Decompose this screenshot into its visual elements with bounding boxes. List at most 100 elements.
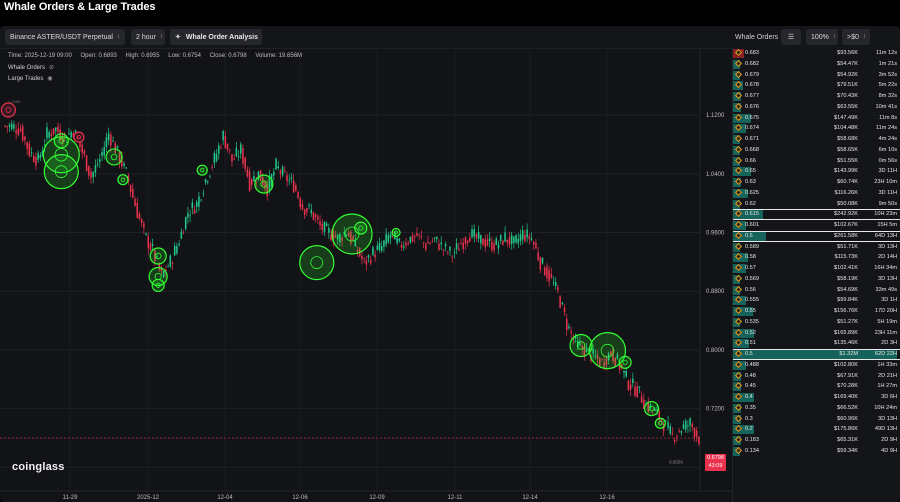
order-book-row[interactable]: 0.51 $135.46K 2D 3H: [733, 338, 900, 349]
whale-order-analysis-button[interactable]: ✦ Whale Order Analysis: [170, 29, 262, 45]
order-book-row[interactable]: 0.65 $143.99K 3D 11H: [733, 166, 900, 177]
candle-body: [290, 177, 293, 179]
order-book-row[interactable]: 0.676 $63.55K 10m 41s: [733, 102, 900, 113]
order-book-row[interactable]: 0.677 $70.43K 8m 32s: [733, 91, 900, 102]
candle-body: [182, 232, 185, 234]
x-tick-label: 12-11: [448, 495, 464, 501]
order-book-row[interactable]: 0.615 $242.92K 10H 23m: [733, 209, 900, 220]
order-amount: $169.40K: [834, 394, 858, 400]
candle-body: [486, 239, 489, 246]
order-book-row[interactable]: 0.488 $102.80K 1H 33m: [733, 360, 900, 371]
candle-body: [565, 318, 568, 331]
candle-body: [277, 166, 279, 168]
whale-orders-panel: Binance ASTER/USDT Perpetual ↕ 2 hour ↕ …: [0, 26, 900, 502]
order-book-row[interactable]: 0.5 $1.32M 62D 22H: [733, 349, 900, 360]
order-book-row[interactable]: 0.57 $102.41K 16H 34m: [733, 263, 900, 274]
candle-body: [616, 354, 619, 359]
order-book-row[interactable]: 0.668 $58.65K 6m 10s: [733, 145, 900, 156]
settings-sliders-icon[interactable]: ☰: [781, 29, 801, 45]
order-price: 0.678: [745, 82, 759, 89]
candle-body: [610, 351, 612, 356]
amount-bar: [733, 393, 755, 402]
interval-selector[interactable]: 2 hour ↕: [131, 29, 165, 45]
order-book-row[interactable]: 0.56 $54.69K 33m 49s: [733, 285, 900, 296]
order-age: 2D 21H: [878, 372, 897, 379]
order-book-row[interactable]: 0.675 $147.49K 11m 8s: [733, 113, 900, 124]
order-book-row[interactable]: 0.683 $93.56K 11m 12s: [733, 48, 900, 59]
order-age: 3D 1H: [881, 297, 897, 304]
order-book-row[interactable]: 0.45 $70.28K 1H 27m: [733, 381, 900, 392]
order-amount: $261.58K: [834, 232, 858, 239]
order-book-row[interactable]: 0.678 $79.51K 5m 22s: [733, 80, 900, 91]
candle-body: [603, 362, 605, 368]
order-book-row[interactable]: 0.589 $51.71K 3D 13H: [733, 242, 900, 253]
legend-large-trades[interactable]: Large Trades ◉: [8, 75, 53, 83]
candle-body: [156, 256, 158, 258]
order-book-row[interactable]: 0.569 $58.19K 3D 13H: [733, 274, 900, 285]
candle-body: [400, 244, 403, 248]
candle-body: [61, 136, 64, 144]
candle-body: [411, 235, 414, 242]
candle-body: [513, 236, 515, 243]
order-book-row[interactable]: 0.671 $58.68K 4m 24s: [733, 134, 900, 145]
large-trade-bubble: [149, 247, 167, 265]
candle-body: [352, 236, 354, 241]
order-book-row[interactable]: 0.63 $60.74K 23H 10m: [733, 177, 900, 188]
candle-body: [543, 267, 546, 276]
order-book-row[interactable]: 0.674 $104.48K 11m 24s: [733, 123, 900, 134]
min-value-selector[interactable]: >$0 ↕: [842, 29, 870, 45]
candle-body: [488, 238, 491, 242]
order-book-row[interactable]: 0.134 $59.34K 4D 9H: [733, 446, 900, 457]
order-book-row[interactable]: 0.62 $50.08K 9m 50s: [733, 199, 900, 210]
order-book-row[interactable]: 0.679 $54.92K 3m 52s: [733, 70, 900, 81]
zoom-selector[interactable]: 100% ↕: [806, 29, 838, 45]
order-amount: $54.92K: [837, 71, 858, 78]
candle-body: [74, 130, 77, 133]
order-book-row[interactable]: 0.35 $66.52K 10H 24m: [733, 403, 900, 414]
candlestick-chart[interactable]: 1.12001.04000.96000.88000.80000.72000.64…: [0, 49, 732, 502]
order-book-row[interactable]: 0.48 $67.91K 2D 21H: [733, 371, 900, 382]
candle-body: [103, 147, 105, 156]
order-price: 0.63: [745, 179, 756, 185]
candle-body: [319, 221, 321, 226]
order-book-row[interactable]: 0.52 $165.89K 23H 11m: [733, 328, 900, 339]
legend-whale-orders[interactable]: Whale Orders ⊘: [8, 64, 55, 72]
candle-body: [689, 418, 691, 426]
price-chart[interactable]: 1.12001.04000.96000.88000.80000.72000.64…: [0, 48, 732, 502]
candle-body: [195, 201, 198, 207]
candle-body: [361, 255, 363, 260]
order-book-row[interactable]: 0.4 $169.40K 3D 6H: [733, 392, 900, 403]
order-book-row[interactable]: 0.601 $102.67K 15H 5m: [733, 220, 900, 231]
symbol-selector[interactable]: Binance ASTER/USDT Perpetual ↕: [5, 29, 125, 45]
candle-body: [235, 147, 238, 156]
order-book-row[interactable]: 0.6 $261.58K 64D 13H: [733, 231, 900, 242]
order-age: 16H 34m: [874, 265, 897, 271]
order-book-row[interactable]: 0.2 $175.86K 49D 13H: [733, 424, 900, 435]
candle-body: [506, 239, 509, 243]
candle-body: [409, 236, 412, 243]
candle-body: [105, 137, 108, 148]
order-book-row[interactable]: 0.183 $65.31K 2D 9H: [733, 435, 900, 446]
order-age: 11m 8s: [879, 114, 897, 121]
order-book-row[interactable]: 0.66 $51.55K 0m 56s: [733, 156, 900, 167]
order-book-row[interactable]: 0.55 $156.76K 17D 20H: [733, 306, 900, 317]
eye-off-icon[interactable]: ⊘: [49, 65, 55, 71]
candle-body: [519, 234, 522, 242]
order-age: 5H 19m: [877, 318, 897, 325]
candle-body: [257, 171, 260, 180]
order-price: 0.3: [745, 415, 753, 422]
candle-body: [347, 232, 350, 237]
order-age: 33m 49s: [875, 286, 897, 293]
order-book-row[interactable]: 0.3 $60.96K 3D 13H: [733, 414, 900, 425]
order-price: 0.58: [745, 254, 756, 261]
eye-icon[interactable]: ◉: [47, 76, 53, 82]
candle-body: [176, 245, 178, 254]
order-book-row[interactable]: 0.535 $51.27K 5H 19m: [733, 317, 900, 328]
candle-body: [72, 133, 75, 137]
ohlc-open: Open: 0.6893: [80, 53, 117, 59]
order-book-row[interactable]: 0.555 $99.84K 3D 1H: [733, 295, 900, 306]
order-book-row[interactable]: 0.682 $54.47K 1m 21s: [733, 59, 900, 70]
candle-body: [425, 243, 427, 250]
order-book-row[interactable]: 0.625 $116.26K 3D 11H: [733, 188, 900, 199]
order-book-row[interactable]: 0.58 $115.73K 2D 14H: [733, 252, 900, 263]
